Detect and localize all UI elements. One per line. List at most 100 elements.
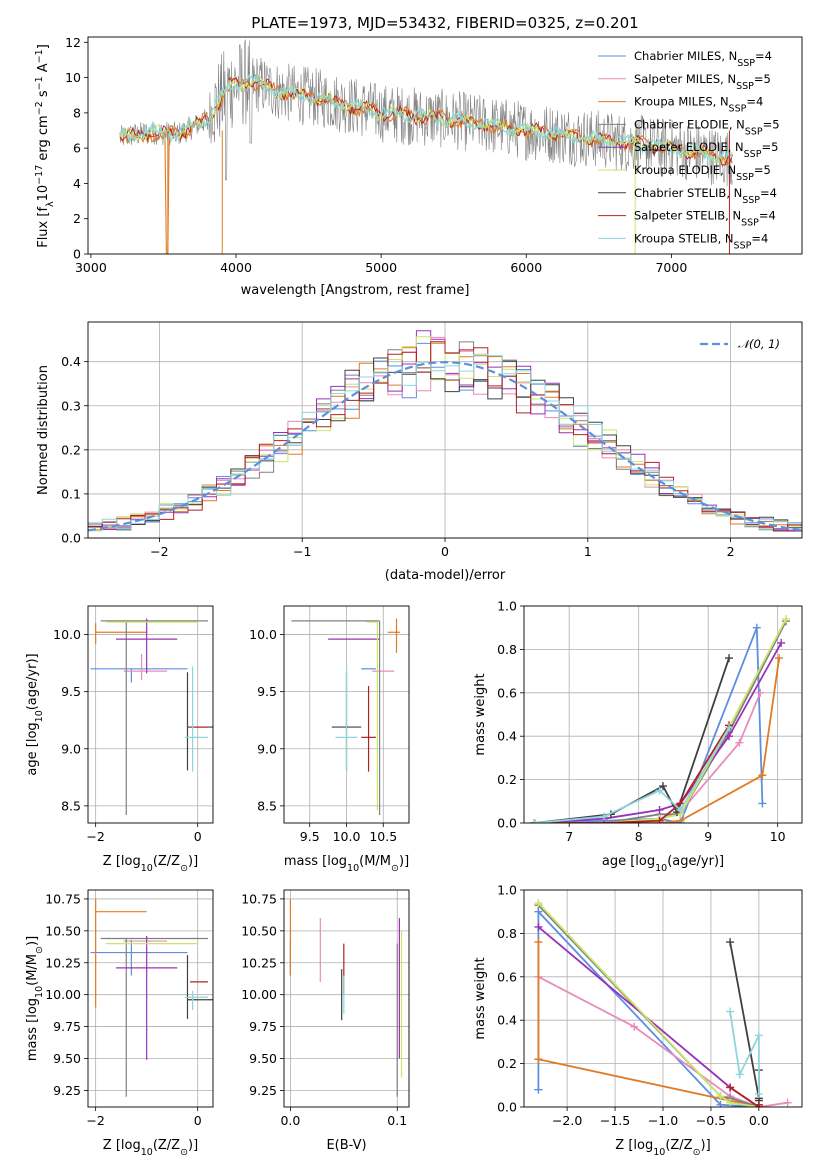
y-tick-label: 0.6 [497, 685, 517, 700]
series-marker-chabrier-miles [716, 1100, 725, 1107]
series-marker-kroupa-elodie [716, 1092, 725, 1101]
y-tick-label: 10 [65, 70, 81, 85]
legend-entry: Salpeter ELODIE, NSSP=5 [634, 140, 778, 160]
legend: 𝒩(0, 1) [700, 337, 780, 351]
series-marker-salpeter-elodie [777, 638, 786, 647]
series-marker-chabrier-miles [534, 1085, 543, 1094]
y-tick-label: 9.25 [53, 1083, 81, 1098]
y-tick-label: 9.25 [249, 1083, 277, 1098]
x-tick-label: 4000 [220, 260, 252, 275]
x-axis-label: E(B-V) [326, 1138, 366, 1153]
panel-age_vs_mass: 9.5 10.0 10.5 8.5 9.0 9.5 10.0 mass [log10(M/M⊙… [249, 605, 410, 874]
y-tick-label: 10.0 [249, 627, 277, 642]
series-marker-kroupa-stelib [676, 805, 685, 814]
y-tick-label: 0.1 [61, 486, 81, 501]
x-axis-label: wavelength [Angstrom, rest frame] [241, 283, 470, 298]
y-tick-label: 8.5 [61, 798, 81, 813]
y-axis-label: mass weight [473, 957, 488, 1039]
series-marker-kroupa-miles [534, 938, 543, 947]
axes-frame [523, 605, 803, 824]
legend-entry: Salpeter MILES, NSSP=5 [634, 72, 771, 92]
hist-chabrier-stelib [88, 357, 802, 529]
series-marker-kroupa-stelib [725, 723, 734, 732]
x-tick-label: 0 [194, 1113, 202, 1128]
series-marker-kroupa-stelib [599, 812, 608, 821]
series-marker-kroupa-stelib [754, 1089, 763, 1098]
series-marker-chabrier-miles [752, 623, 761, 632]
plot-content [88, 330, 802, 532]
x-tick-label: 0.0 [280, 1113, 300, 1128]
plot-content [291, 618, 401, 816]
y-tick-label: 8 [73, 105, 81, 120]
y-tick-label: 8.5 [257, 798, 277, 813]
y-tick-label: 10.25 [241, 955, 277, 970]
series-marker-chabrier-miles [758, 799, 767, 808]
y-tick-label: 0.8 [497, 642, 517, 657]
spectrum-data-line [119, 39, 733, 189]
plot-area [284, 890, 409, 1107]
x-tick-label: 0.1 [387, 1113, 407, 1128]
x-tick-label: 8 [635, 829, 643, 844]
x-tick-label: 10.5 [369, 829, 397, 844]
axes-frame [87, 36, 803, 255]
axes-frame [87, 321, 803, 539]
y-tick-label: 10.00 [45, 987, 81, 1002]
axes-frame [87, 605, 214, 824]
series-marker-salpeter-stelib [754, 1100, 763, 1107]
series-marker-kroupa-stelib [754, 1031, 763, 1040]
x-tick-label: 10.0 [333, 829, 361, 844]
panel-mass_vs_ebv: 0.0 0.1 9.25 9.50 9.75 10.00 10.25 10.50 10.75 E(… [241, 889, 410, 1153]
panel-mass_vs_Z: −2 0 9.25 9.50 9.75 10.00 10.25 10.50 10.75 Z [lo… [25, 889, 214, 1158]
plot-content [90, 618, 213, 816]
y-tick-label: 2 [73, 211, 81, 226]
series-marker-chabrier-stelib [726, 938, 735, 947]
legend: Chabrier MILES, NSSP=4 Salpeter MILES, NS… [598, 49, 780, 251]
plot-content [530, 615, 791, 823]
legend-entry: Salpeter STELIB, NSSP=4 [634, 209, 776, 229]
y-tick-label: 10.75 [45, 891, 81, 906]
y-tick-label: 0.0 [61, 531, 81, 546]
axes-frame [283, 889, 410, 1108]
y-tick-label: 9.50 [249, 1051, 277, 1066]
y-axis-label: Normed distribution [36, 365, 51, 495]
y-tick-label: 0.4 [497, 1013, 517, 1028]
y-tick-label: 0.2 [497, 772, 517, 787]
y-tick-label: 10.25 [45, 955, 81, 970]
series-line-kroupa-elodie [537, 902, 760, 1107]
series-marker-chabrier-stelib [725, 654, 734, 663]
y-tick-label: 0.2 [497, 1056, 517, 1071]
x-tick-label: 0 [194, 829, 202, 844]
series-marker-kroupa-elodie [782, 615, 791, 624]
series-marker-salpeter-miles [630, 1022, 639, 1031]
legend-entry: Chabrier ELODIE, NSSP=5 [634, 117, 780, 137]
series-marker-kroupa-miles [758, 771, 767, 780]
y-tick-label: 9.5 [257, 684, 277, 699]
y-tick-label: 0.4 [61, 354, 81, 369]
y-tick-label: 12 [65, 35, 81, 50]
axes-frame [87, 889, 214, 1108]
y-tick-label: 0.4 [497, 729, 517, 744]
y-tick-label: 10.0 [53, 627, 81, 642]
x-tick-label: 7000 [655, 260, 687, 275]
x-axis-label: mass [log10(M/M⊙)] [284, 854, 409, 874]
x-tick-label: 7 [565, 829, 573, 844]
spectrum-model-kroupa-stelib [119, 73, 733, 165]
x-tick-label: −2 [150, 544, 168, 559]
legend-entry: 𝒩(0, 1) [738, 337, 780, 351]
series-marker-kroupa-elodie [534, 899, 543, 908]
plot-area [88, 37, 802, 254]
legend-entry: Chabrier MILES, NSSP=4 [634, 49, 772, 69]
y-tick-label: 0.2 [61, 442, 81, 457]
legend-entry: Kroupa MILES, NSSP=4 [634, 95, 763, 115]
series-line-kroupa-miles [534, 657, 780, 823]
series-line-salpeter-miles [534, 692, 762, 823]
series-marker-kroupa-stelib [530, 819, 539, 823]
series-marker-kroupa-miles [534, 1055, 543, 1064]
x-tick-label: 0.0 [749, 1113, 769, 1128]
axes-frame [283, 605, 410, 824]
y-axis-label: Flux [fλ10−17 erg cm−2 s−1 A−1] [34, 44, 56, 248]
x-axis-label: age [log10(age/yr)] [602, 854, 724, 874]
x-tick-label: −1.5 [600, 1113, 630, 1128]
